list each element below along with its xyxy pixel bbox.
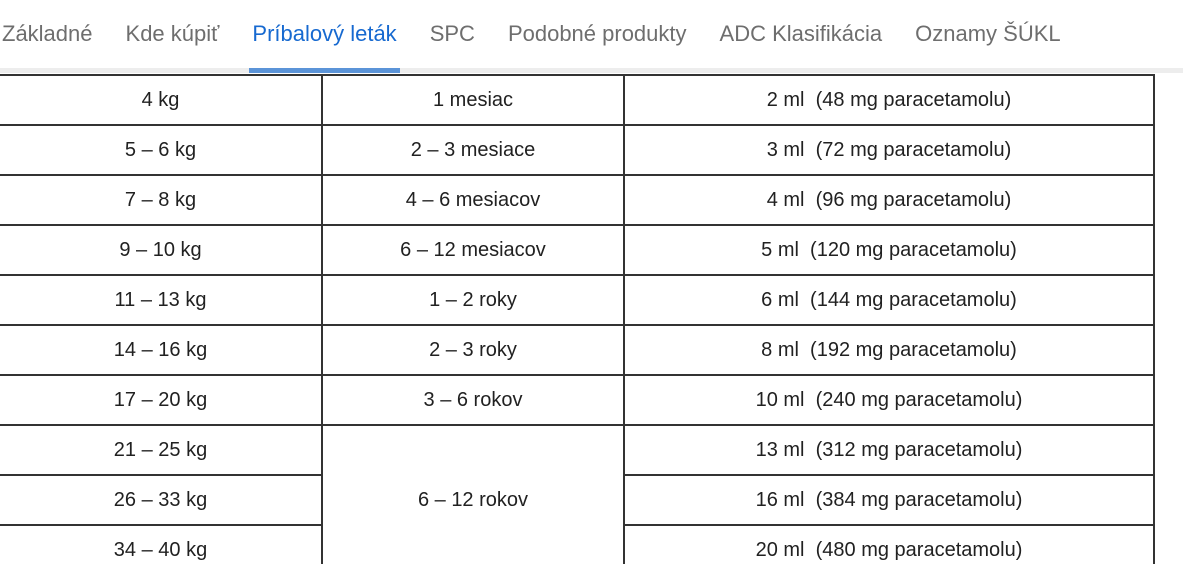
tab-zakladne[interactable]: Základné — [2, 21, 93, 46]
tabbar-divider — [0, 68, 1183, 73]
table-row: 5 – 6 kg 2 – 3 mesiace 3 ml (72 mg paracet… — [0, 124, 1155, 176]
table-row: 14 – 16 kg 2 – 3 roky 8 ml (192 mg paracet… — [0, 324, 1155, 376]
tab-podobne-produkty[interactable]: Podobné produkty — [507, 21, 687, 46]
age-cell: 3 – 6 rokov — [321, 374, 625, 426]
dose-cell: 8 ml (192 mg paracetamolu) — [623, 324, 1155, 376]
tab-kde-kupit[interactable]: Kde kúpiť — [125, 21, 220, 46]
age-cell: 1 mesiac — [321, 74, 625, 126]
dose-cell: 5 ml (120 mg paracetamolu) — [623, 224, 1155, 276]
tab-adc-klasifikacia[interactable]: ADC Klasifikácia — [719, 21, 883, 46]
dose-cell: 4 ml (96 mg paracetamolu) — [623, 174, 1155, 226]
dose-cell: 3 ml (72 mg paracetamolu) — [623, 124, 1155, 176]
age-cell: 2 – 3 roky — [321, 324, 625, 376]
table-row: 4 kg 1 mesiac 2 ml (48 mg paracetamolu) — [0, 74, 1155, 126]
table-row: 26 – 33 kg 16 ml (384 mg paracetamolu) — [0, 474, 1155, 526]
table-row: 9 – 10 kg 6 – 12 mesiacov 5 ml (120 mg par… — [0, 224, 1155, 276]
weight-cell: 34 – 40 kg — [0, 524, 323, 564]
dose-cell: 10 ml (240 mg paracetamolu) — [623, 374, 1155, 426]
dosage-table: 4 kg 1 mesiac 2 ml (48 mg paracetamolu) 5 –… — [0, 74, 1155, 564]
dose-cell: 13 ml (312 mg paracetamolu) — [623, 424, 1155, 476]
dose-cell: 6 ml (144 mg paracetamolu) — [623, 274, 1155, 326]
tab-pribalovy-letak[interactable]: Príbalový leták — [249, 0, 400, 73]
weight-cell: 17 – 20 kg — [0, 374, 323, 426]
weight-cell: 7 – 8 kg — [0, 174, 323, 226]
table-row: 17 – 20 kg 3 – 6 rokov 10 ml (240 mg parac… — [0, 374, 1155, 426]
weight-cell: 11 – 13 kg — [0, 274, 323, 326]
weight-cell: 14 – 16 kg — [0, 324, 323, 376]
weight-cell: 26 – 33 kg — [0, 474, 323, 526]
table-row: 11 – 13 kg 1 – 2 roky 6 ml (144 mg paracet… — [0, 274, 1155, 326]
age-cell: 4 – 6 mesiacov — [321, 174, 625, 226]
dose-cell: 16 ml (384 mg paracetamolu) — [623, 474, 1155, 526]
product-tab-bar: Základné Kde kúpiť Príbalový leták SPC Podob… — [0, 0, 1183, 73]
table-row: 7 – 8 kg 4 – 6 mesiacov 4 ml (96 mg parace… — [0, 174, 1155, 226]
age-cell: 6 – 12 mesiacov — [321, 224, 625, 276]
table-row: 21 – 25 kg 6 – 12 rokov 13 ml (312 mg para… — [0, 424, 1155, 564]
age-cell: 1 – 2 roky — [321, 274, 625, 326]
age-cell: 6 – 12 rokov — [321, 424, 625, 564]
weight-cell: 21 – 25 kg — [0, 424, 323, 476]
weight-cell: 4 kg — [0, 74, 323, 126]
weight-cell: 5 – 6 kg — [0, 124, 323, 176]
table-row: 34 – 40 kg 20 ml (480 mg paracetamolu) — [0, 524, 1155, 564]
dose-cell: 2 ml (48 mg paracetamolu) — [623, 74, 1155, 126]
tab-oznamy-sukl[interactable]: Oznamy ŠÚKL — [915, 21, 1061, 46]
dosage-table-area: 4 kg 1 mesiac 2 ml (48 mg paracetamolu) 5 –… — [0, 74, 1155, 564]
weight-cell: 9 – 10 kg — [0, 224, 323, 276]
dose-cell: 20 ml (480 mg paracetamolu) — [623, 524, 1155, 564]
age-cell: 2 – 3 mesiace — [321, 124, 625, 176]
tab-spc[interactable]: SPC — [429, 21, 475, 46]
tab-list: Základné Kde kúpiť Príbalový leták SPC Podob… — [0, 0, 1183, 73]
